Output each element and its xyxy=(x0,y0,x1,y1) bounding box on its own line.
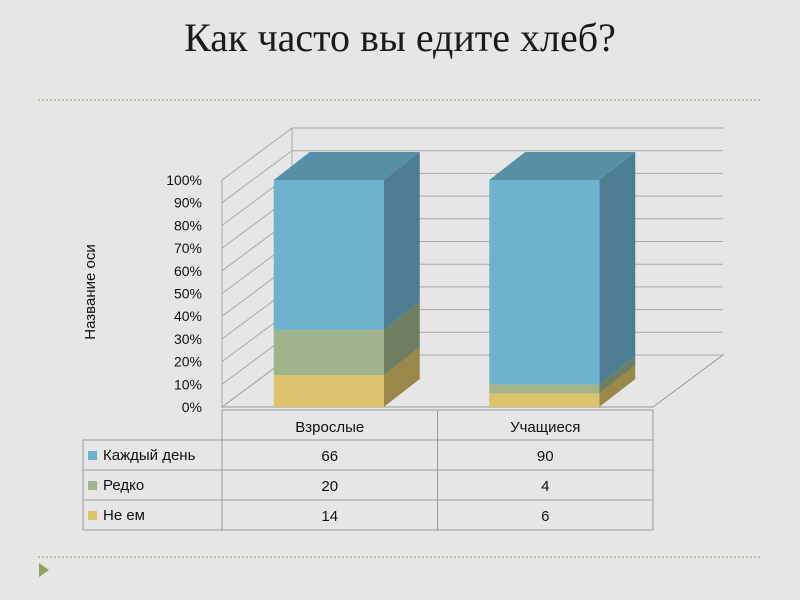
bar-top xyxy=(489,152,636,180)
table-value: 20 xyxy=(321,478,338,495)
table-value: 4 xyxy=(541,478,549,495)
title-divider xyxy=(38,99,760,101)
y-tick-label: 60% xyxy=(174,263,202,279)
bar-segment xyxy=(273,180,384,330)
bar-side xyxy=(383,152,420,330)
legend-swatch xyxy=(88,511,97,520)
y-axis-title: Название оси xyxy=(82,244,99,339)
bar-segment xyxy=(273,329,384,376)
bar-segment xyxy=(489,384,600,394)
footer-divider xyxy=(38,556,760,558)
bar-side xyxy=(599,365,636,407)
table-header-label: Взрослые xyxy=(295,419,364,436)
y-tick-label: 0% xyxy=(182,399,202,415)
legend-label: Не ем xyxy=(103,507,145,524)
bar-segment xyxy=(489,180,600,385)
bar-top xyxy=(273,152,420,180)
y-tick-label: 10% xyxy=(174,376,202,392)
slide-title: Как часто вы едите хлеб? xyxy=(184,15,616,60)
y-tick-label: 20% xyxy=(174,354,202,370)
table-value: 6 xyxy=(541,508,549,525)
y-tick-label: 70% xyxy=(174,240,202,256)
table-header-label: Учащиеся xyxy=(510,419,580,436)
bar-side xyxy=(599,152,636,385)
legend-swatch xyxy=(88,481,97,490)
table-value: 14 xyxy=(321,508,338,525)
y-tick-label: 40% xyxy=(174,308,202,324)
bar-side xyxy=(383,301,420,376)
legend-label: Каждый день xyxy=(103,447,196,464)
table-value: 90 xyxy=(537,448,554,465)
bar-segment xyxy=(489,393,600,407)
y-tick-label: 50% xyxy=(174,286,202,302)
legend-label: Редко xyxy=(103,477,144,494)
bar-segment xyxy=(273,375,384,407)
table-value: 66 xyxy=(321,448,338,465)
bar-side xyxy=(599,356,636,394)
legend-swatch xyxy=(88,451,97,460)
y-tick-label: 90% xyxy=(174,195,202,211)
table-value-cell xyxy=(437,499,654,531)
y-tick-label: 30% xyxy=(174,331,202,347)
next-slide-arrow-icon[interactable] xyxy=(39,563,49,577)
bar-side xyxy=(383,347,420,407)
y-tick-label: 80% xyxy=(174,217,202,233)
y-tick-label: 100% xyxy=(166,172,202,188)
